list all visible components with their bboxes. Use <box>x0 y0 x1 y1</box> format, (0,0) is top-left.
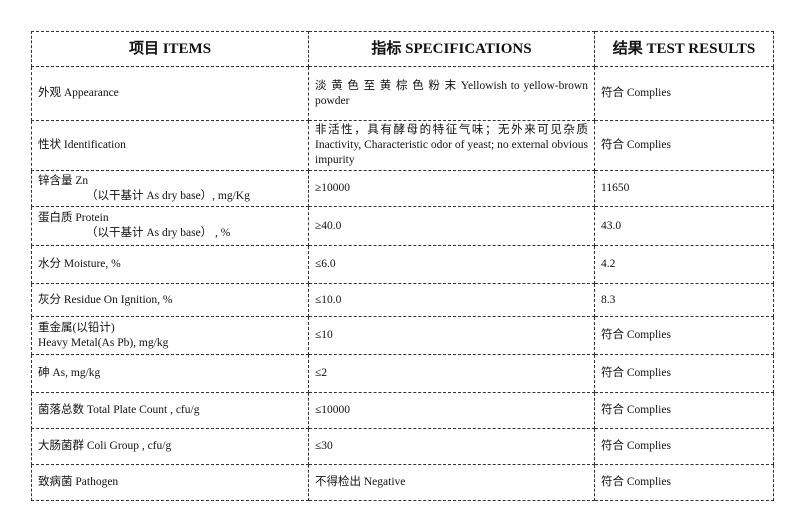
spec-cell: ≤10000 <box>308 392 595 429</box>
spec-cell: ≥10000 <box>308 170 595 207</box>
table-row: 菌落总数 Total Plate Count , cfu/g ≤10000 符合… <box>31 392 774 429</box>
result-cell: 符合 Complies <box>594 428 774 465</box>
item-label: 大肠菌群 Coli Group , cfu/g <box>38 440 172 452</box>
spec-cell: ≤6.0 <box>308 245 595 284</box>
table-row: 砷 As, mg/kg ≤2 符合 Complies <box>31 354 774 393</box>
item-sub-label: Heavy Metal(As Pb), mg/kg <box>38 336 169 349</box>
result-cell: 符合 Complies <box>594 464 774 501</box>
spec-cell: 不得检出 Negative <box>308 464 595 501</box>
spec-cell: 淡 黄 色 至 黄 棕 色 粉 末 Yellowish to yellow-br… <box>308 66 595 121</box>
spec-cell: ≤30 <box>308 428 595 465</box>
item-cell: 水分 Moisture, % <box>31 245 309 284</box>
result-cell: 符合 Complies <box>594 316 774 355</box>
spec-cell: 非活性，具有酵母的特征气味；无外来可见杂质 Inactivity, Charac… <box>308 120 595 171</box>
header-items: 项目 ITEMS <box>31 31 309 67</box>
item-cell: 锌含量 Zn （以干基计 As dry base）, mg/Kg <box>31 170 309 207</box>
item-cell: 蛋白质 Protein （以干基计 As dry base） , % <box>31 206 309 246</box>
table-row: 锌含量 Zn （以干基计 As dry base）, mg/Kg ≥10000 1… <box>31 170 774 207</box>
result-cell: 43.0 <box>594 206 774 246</box>
item-label: 水分 Moisture, % <box>38 258 121 270</box>
table-row: 致病菌 Pathogen 不得检出 Negative 符合 Complies <box>31 464 774 501</box>
item-label: 外观 Appearance <box>38 87 119 99</box>
item-cell: 致病菌 Pathogen <box>31 464 309 501</box>
item-label: 菌落总数 Total Plate Count , cfu/g <box>38 404 200 416</box>
specification-table: 项目 ITEMS 指标 SPECIFICATIONS 结果 TEST RESUL… <box>31 31 774 501</box>
spec-cell: ≥40.0 <box>308 206 595 246</box>
item-label: 性状 Identification <box>38 139 126 151</box>
result-cell: 11650 <box>594 170 774 207</box>
item-cell: 大肠菌群 Coli Group , cfu/g <box>31 428 309 465</box>
table-row: 蛋白质 Protein （以干基计 As dry base） , % ≥40.0 … <box>31 206 774 246</box>
table-row: 性状 Identification 非活性，具有酵母的特征气味；无外来可见杂质 … <box>31 120 774 171</box>
table-row: 大肠菌群 Coli Group , cfu/g ≤30 符合 Complies <box>31 428 774 465</box>
item-cell: 灰分 Residue On Ignition, % <box>31 283 309 317</box>
item-cell: 性状 Identification <box>31 120 309 171</box>
spec-cell: ≤10 <box>308 316 595 355</box>
table-row: 水分 Moisture, % ≤6.0 4.2 <box>31 245 774 284</box>
item-sub-label: （以干基计 As dry base） , % <box>86 227 231 239</box>
item-cell: 砷 As, mg/kg <box>31 354 309 393</box>
item-cell: 外观 Appearance <box>31 66 309 121</box>
header-test-results: 结果 TEST RESULTS <box>594 31 774 67</box>
spec-cell: ≤10.0 <box>308 283 595 317</box>
item-label: 重金属(以铅计) <box>38 321 115 334</box>
table-row: 重金属(以铅计) Heavy Metal(As Pb), mg/kg ≤10 符合… <box>31 316 774 355</box>
header-specifications: 指标 SPECIFICATIONS <box>308 31 595 67</box>
header-row: 项目 ITEMS 指标 SPECIFICATIONS 结果 TEST RESUL… <box>31 31 774 67</box>
table-row: 外观 Appearance 淡 黄 色 至 黄 棕 色 粉 末 Yellowis… <box>31 66 774 121</box>
item-label: 蛋白质 Protein <box>38 212 109 224</box>
item-cell: 菌落总数 Total Plate Count , cfu/g <box>31 392 309 429</box>
result-cell: 4.2 <box>594 245 774 284</box>
item-label: 锌含量 Zn <box>38 174 89 187</box>
result-cell: 8.3 <box>594 283 774 317</box>
result-cell: 符合 Complies <box>594 392 774 429</box>
item-label: 灰分 Residue On Ignition, % <box>38 293 173 306</box>
spec-cell: ≤2 <box>308 354 595 393</box>
result-cell: 符合 Complies <box>594 120 774 171</box>
item-label: 砷 As, mg/kg <box>38 367 101 379</box>
table-row: 灰分 Residue On Ignition, % ≤10.0 8.3 <box>31 283 774 317</box>
result-cell: 符合 Complies <box>594 66 774 121</box>
item-sub-label: （以干基计 As dry base）, mg/Kg <box>86 189 250 202</box>
item-label: 致病菌 Pathogen <box>38 476 119 488</box>
result-cell: 符合 Complies <box>594 354 774 393</box>
item-cell: 重金属(以铅计) Heavy Metal(As Pb), mg/kg <box>31 316 309 355</box>
